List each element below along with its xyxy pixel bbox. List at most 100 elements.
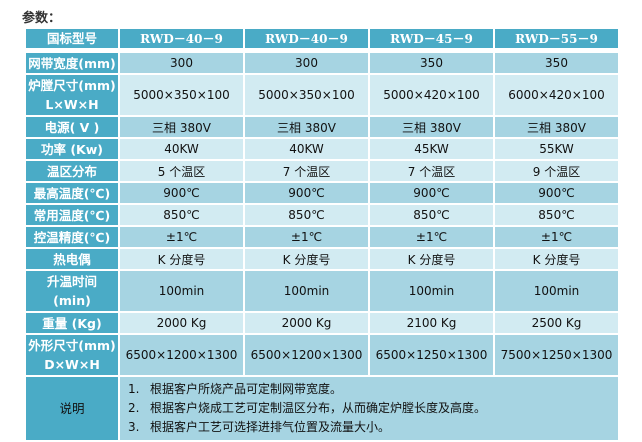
row-label-line: 控温精度(℃) (33, 229, 111, 245)
model-header: RWD－40－9 (245, 29, 368, 48)
header-label: 国标型号 (26, 29, 118, 48)
spec-value: 900℃ (495, 183, 618, 203)
row-label-line: 升温时间 (46, 274, 97, 289)
spec-value: 55KW (495, 139, 618, 159)
spec-value: 850℃ (120, 205, 243, 225)
spec-value: ±1℃ (495, 227, 618, 247)
spec-value: K 分度号 (120, 249, 243, 269)
spec-value: 7 个温区 (245, 161, 368, 181)
spec-row: 常用温度(℃) 850℃ 850℃ 850℃ 850℃ (26, 205, 618, 225)
row-label-line: (min) (53, 293, 91, 308)
row-label: 升温时间 (min) (26, 271, 118, 311)
notes-row: 说明 1. 根据客户所烧产品可定制网带宽度。 2. 根据客户烧成工艺可定制温区分布，从而… (26, 377, 618, 440)
spec-row: 控温精度(℃) ±1℃ ±1℃ ±1℃ ±1℃ (26, 227, 618, 247)
spec-value: 9 个温区 (495, 161, 618, 181)
spec-row: 电源( V ) 三相 380V 三相 380V 三相 380V 三相 380V (26, 117, 618, 137)
row-label: 炉膛尺寸(mm) L×W×H (26, 75, 118, 115)
row-label-line: 网带宽度(mm) (28, 55, 116, 71)
row-label: 最高温度(℃) (26, 183, 118, 203)
row-label-line: 功率 (Kw) (40, 141, 103, 157)
spec-row: 温区分布 5 个温区 7 个温区 7 个温区 9 个温区 (26, 161, 618, 181)
spec-value: 100min (245, 271, 368, 311)
spec-value: ±1℃ (120, 227, 243, 247)
note-text: 根据客户所烧产品可定制网带宽度。 (150, 382, 343, 396)
spec-value: 5000×420×100 (370, 75, 493, 115)
note-number: 1. (128, 382, 140, 396)
spec-value: 2100 Kg (370, 313, 493, 333)
spec-row: 重量 (Kg) 2000 Kg 2000 Kg 2100 Kg 2500 Kg (26, 313, 618, 333)
spec-value: 2000 Kg (245, 313, 368, 333)
row-label: 网带宽度(mm) (26, 53, 118, 73)
spec-value: 900℃ (120, 183, 243, 203)
row-label-line: 热电偶 (53, 251, 91, 267)
spec-row: 功率 (Kw) 40KW 40KW 45KW 55KW (26, 139, 618, 159)
spec-value: 5000×350×100 (245, 75, 368, 115)
spec-value: 6500×1200×1300 (120, 335, 243, 375)
spec-value: 40KW (120, 139, 243, 159)
spec-row: 外形尺寸(mm) D×W×H 6500×1200×1300 6500×1200×130… (26, 335, 618, 375)
spec-table: 国标型号 RWD－40－9 RWD－40－9 RWD－45－9 RWD－55－9… (24, 27, 620, 442)
spec-value: 三相 380V (495, 117, 618, 137)
spec-value: K 分度号 (495, 249, 618, 269)
spec-value: 100min (370, 271, 493, 311)
row-label: 热电偶 (26, 249, 118, 269)
note-number: 2. (128, 401, 140, 415)
note-text: 根据客户工艺可选择进排气位置及流量大小。 (150, 420, 391, 434)
spec-value: 7500×1250×1300 (495, 335, 618, 375)
row-label-line: 最高温度(℃) (33, 185, 111, 201)
note-number: 3. (128, 420, 140, 434)
spec-value: 5000×350×100 (120, 75, 243, 115)
row-label-line: 温区分布 (46, 163, 97, 179)
row-label: 重量 (Kg) (26, 313, 118, 333)
notes-label: 说明 (26, 377, 118, 440)
spec-value: 5 个温区 (120, 161, 243, 181)
spec-value: 40KW (245, 139, 368, 159)
notes-list: 1. 根据客户所烧产品可定制网带宽度。 2. 根据客户烧成工艺可定制温区分布，从而确定… (120, 377, 618, 440)
spec-value: 300 (245, 53, 368, 73)
row-label-line: 炉膛尺寸(mm) (28, 78, 116, 93)
spec-value: 850℃ (370, 205, 493, 225)
row-label-line: 常用温度(℃) (33, 207, 111, 223)
spec-value: 三相 380V (120, 117, 243, 137)
spec-row: 最高温度(℃) 900℃ 900℃ 900℃ 900℃ (26, 183, 618, 203)
spec-value: 300 (120, 53, 243, 73)
spec-value: 850℃ (495, 205, 618, 225)
spec-value: 三相 380V (370, 117, 493, 137)
row-label: 电源( V ) (26, 117, 118, 137)
spec-value: 900℃ (370, 183, 493, 203)
spec-value: 6000×420×100 (495, 75, 618, 115)
spec-value: 三相 380V (245, 117, 368, 137)
row-label-line: 外形尺寸(mm) (28, 338, 116, 353)
spec-row: 热电偶 K 分度号 K 分度号 K 分度号 K 分度号 (26, 249, 618, 269)
header-row: 国标型号 RWD－40－9 RWD－40－9 RWD－45－9 RWD－55－9 (26, 29, 618, 48)
spec-value: 850℃ (245, 205, 368, 225)
row-label-line: 重量 (Kg) (42, 315, 102, 331)
spec-value: K 分度号 (370, 249, 493, 269)
spec-value: 100min (495, 271, 618, 311)
row-label: 常用温度(℃) (26, 205, 118, 225)
spec-value: 2500 Kg (495, 313, 618, 333)
row-label-line: L×W×H (45, 97, 99, 112)
note-text: 根据客户烧成工艺可定制温区分布，从而确定炉膛长度及高度。 (150, 401, 487, 415)
section-title: 参数： (22, 11, 62, 26)
spec-value: 350 (370, 53, 493, 73)
row-label-line: 电源( V ) (44, 119, 100, 135)
spec-value: ±1℃ (370, 227, 493, 247)
row-label: 温区分布 (26, 161, 118, 181)
spec-value: 900℃ (245, 183, 368, 203)
spec-row: 炉膛尺寸(mm) L×W×H 5000×350×100 5000×350×100 500… (26, 75, 618, 115)
spec-value: ±1℃ (245, 227, 368, 247)
spec-value: K 分度号 (245, 249, 368, 269)
spec-value: 2000 Kg (120, 313, 243, 333)
model-header: RWD－55－9 (495, 29, 618, 48)
spec-value: 45KW (370, 139, 493, 159)
spec-value: 6500×1200×1300 (245, 335, 368, 375)
spec-value: 100min (120, 271, 243, 311)
model-header: RWD－40－9 (120, 29, 243, 48)
row-label-line: D×W×H (44, 357, 100, 372)
spec-value: 7 个温区 (370, 161, 493, 181)
spec-value: 6500×1250×1300 (370, 335, 493, 375)
spec-value: 350 (495, 53, 618, 73)
row-label: 功率 (Kw) (26, 139, 118, 159)
spec-row: 网带宽度(mm) 300 300 350 350 (26, 53, 618, 73)
